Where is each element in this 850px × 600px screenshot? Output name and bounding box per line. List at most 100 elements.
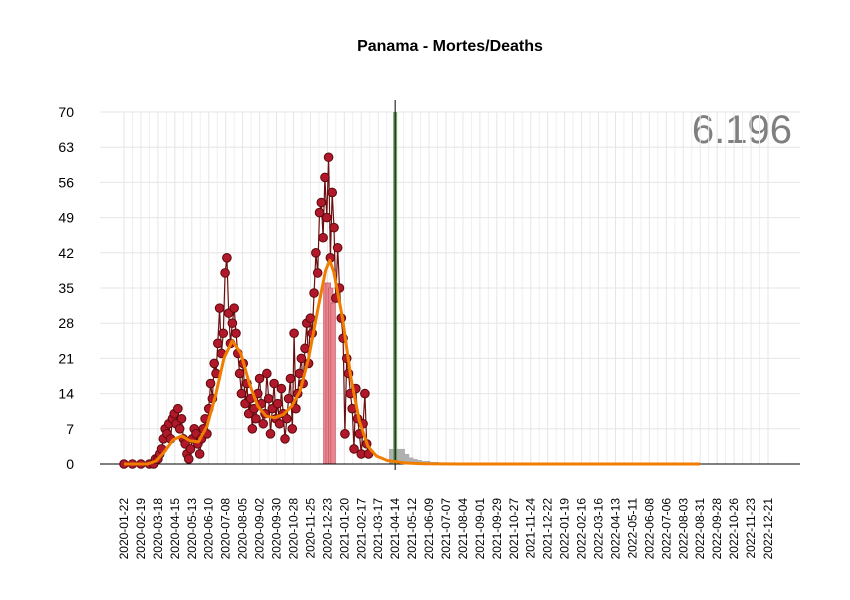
x-tick-label: 2021-02-17 — [354, 498, 368, 560]
data-point — [296, 353, 307, 364]
data-point — [332, 242, 343, 253]
x-tick-label: 2021-08-04 — [456, 498, 470, 560]
x-tick-label: 2022-06-08 — [642, 498, 656, 560]
data-point — [316, 197, 327, 208]
data-point — [234, 368, 245, 379]
data-point — [176, 413, 187, 424]
y-tick-label: 42 — [58, 245, 74, 261]
data-point — [213, 338, 223, 349]
data-point — [258, 418, 269, 429]
x-tick-label: 2021-10-27 — [507, 498, 521, 560]
data-point — [300, 343, 310, 354]
data-point — [272, 398, 283, 409]
data-point — [231, 328, 241, 339]
data-point — [194, 449, 205, 459]
x-tick-label: 2021-01-20 — [337, 498, 351, 560]
data-point — [263, 393, 274, 404]
data-point — [305, 313, 316, 323]
y-tick-label: 56 — [58, 174, 74, 190]
data-point — [274, 418, 285, 429]
data-point — [276, 383, 287, 394]
data-point — [220, 268, 230, 278]
data-point — [280, 434, 290, 444]
data-point — [312, 268, 323, 278]
x-tick-label: 2022-12-21 — [761, 498, 775, 560]
data-point — [265, 429, 276, 439]
data-point — [251, 413, 261, 424]
y-tick-label: 0 — [66, 456, 74, 472]
x-tick-label: 2021-03-17 — [371, 498, 385, 560]
x-tick-label: 2021-12-22 — [541, 498, 555, 560]
data-point — [214, 303, 225, 313]
x-tick-label: 2022-01-19 — [558, 498, 572, 560]
x-tick-label: 2021-04-14 — [388, 498, 402, 560]
x-tick-label: 2020-07-08 — [219, 498, 233, 560]
x-tick-label: 2022-05-11 — [625, 498, 639, 559]
x-tick-label: 2020-08-05 — [236, 498, 250, 560]
data-point — [287, 424, 298, 434]
x-tick-label: 2022-11-23 — [744, 498, 758, 559]
x-tick-label: 2022-03-16 — [592, 498, 606, 560]
data-point — [229, 303, 239, 313]
x-tick-label: 2020-01-22 — [117, 498, 131, 560]
data-point — [173, 403, 183, 414]
y-tick-label: 35 — [58, 280, 74, 296]
y-tick-label: 49 — [58, 210, 74, 226]
data-point — [236, 388, 247, 399]
x-tick-label: 2022-02-16 — [575, 498, 589, 560]
data-point — [314, 207, 325, 218]
gridlines — [100, 111, 800, 465]
x-tick-label: 2020-04-15 — [168, 498, 182, 560]
x-tick-label: 2022-08-31 — [693, 498, 707, 560]
data-point — [311, 248, 321, 258]
x-tick-label: 2020-10-28 — [286, 498, 300, 560]
x-tick-label: 2020-05-13 — [185, 498, 199, 560]
x-tick-label: 2020-03-18 — [151, 498, 165, 560]
x-tick-label: 2020-02-19 — [134, 498, 148, 560]
data-point — [285, 373, 296, 384]
y-tick-label: 21 — [58, 350, 74, 366]
x-tick-label: 2020-09-30 — [270, 498, 284, 560]
x-tick-label: 2021-11-24 — [524, 498, 538, 559]
x-tick-label: 2020-09-02 — [253, 498, 267, 560]
x-tick-label: 2021-09-01 — [473, 498, 487, 560]
data-point — [349, 444, 359, 454]
data-point — [222, 253, 232, 263]
data-point — [185, 444, 196, 454]
data-point — [183, 454, 194, 464]
data-point — [282, 413, 292, 424]
y-tick-label: 14 — [58, 386, 74, 402]
data-point — [289, 328, 299, 339]
data-point — [329, 222, 339, 233]
data-point — [340, 429, 350, 439]
data-point — [254, 373, 265, 384]
x-tick-label: 2022-07-06 — [659, 498, 673, 560]
data-point — [318, 232, 328, 243]
data-point — [360, 388, 370, 399]
data-point — [269, 378, 279, 389]
x-tick-label: 2022-10-26 — [727, 498, 741, 560]
data-point — [174, 424, 185, 434]
y-tick-label: 70 — [58, 104, 74, 120]
data-point — [309, 288, 319, 298]
x-tick-label: 2021-09-29 — [490, 498, 504, 560]
data-point — [218, 328, 229, 339]
x-tick-label: 2021-05-12 — [405, 498, 419, 560]
x-tick-labels: 2020-01-22 2020-02-19 2020-03-18 2020-04-15… — [117, 498, 775, 560]
data-point — [209, 358, 219, 369]
x-tick-label: 2020-11-25 — [303, 498, 317, 559]
x-tick-label: 2021-07-07 — [439, 498, 453, 560]
data-point — [205, 378, 216, 389]
x-tick-label: 2021-06-09 — [422, 498, 436, 560]
x-tick-label: 2020-06-10 — [202, 498, 216, 560]
x-tick-label: 2022-08-03 — [676, 498, 690, 560]
data-point — [327, 187, 338, 198]
data-point — [227, 318, 238, 329]
highlight-bar — [330, 302, 336, 465]
data-point — [262, 368, 272, 379]
data-point — [321, 212, 332, 223]
data-point — [320, 172, 330, 183]
x-tick-label: 2022-09-28 — [710, 498, 724, 560]
y-tick-label: 28 — [58, 315, 74, 331]
